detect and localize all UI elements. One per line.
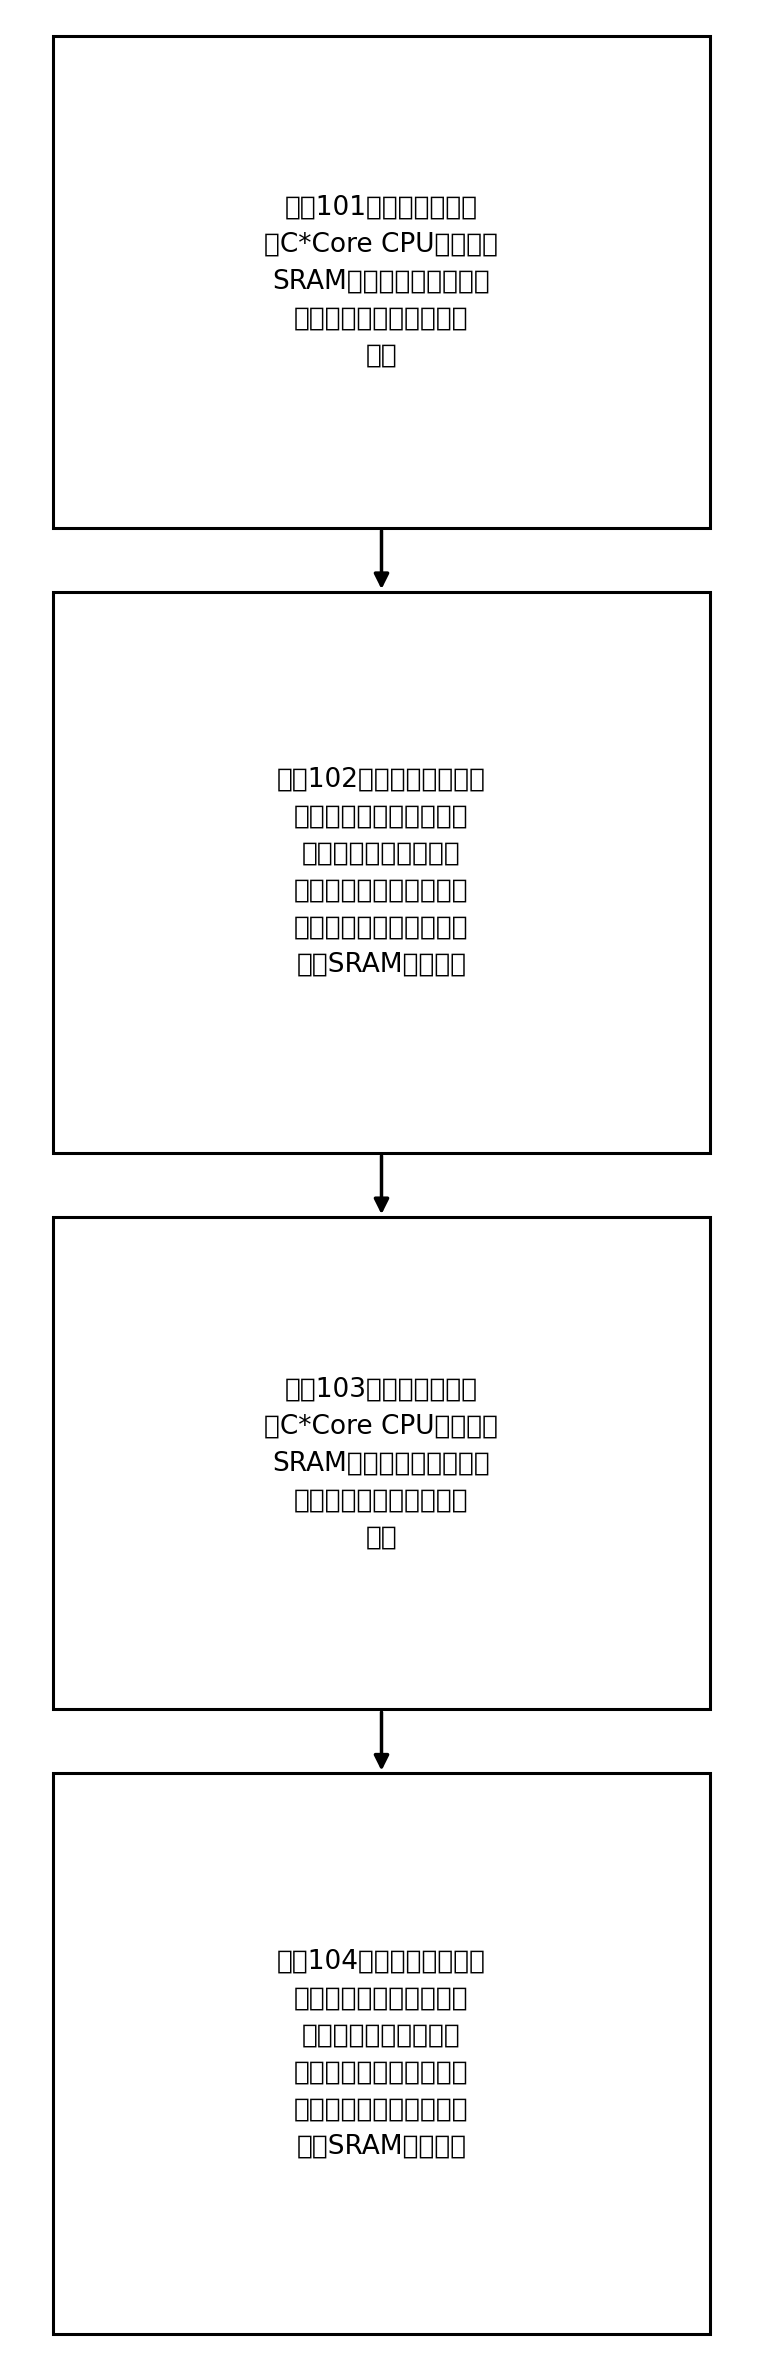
- Text: 步骤101：中央处理单元
（C*Core CPU）向常规
SRAM写入全零后，错误探
测电路判断读出数据是否
为零: 步骤101：中央处理单元 （C*Core CPU）向常规 SRAM写入全零后，错…: [265, 194, 498, 370]
- Bar: [53, 36, 710, 529]
- Text: 步骤104：若否，所述错误
探测电路将出错地址存储
到出错地址存储寄存器
中，并执行地址自增继续
全一探测，直至完成全部
常规SRAM空间扫描: 步骤104：若否，所述错误 探测电路将出错地址存储 到出错地址存储寄存器 中，并…: [277, 1948, 486, 2159]
- Bar: [53, 1773, 710, 2334]
- Text: 步骤103：中央处理单元
（C*Core CPU）向常规
SRAM写入全一后，错误探
测电路判断读出数据是否
为一: 步骤103：中央处理单元 （C*Core CPU）向常规 SRAM写入全一后，错…: [265, 1377, 498, 1550]
- FancyArrowPatch shape: [375, 1157, 388, 1211]
- FancyArrowPatch shape: [375, 1711, 388, 1766]
- Bar: [53, 592, 710, 1152]
- Text: 步骤102：若否，所述错误
探测电路将出错地址存储
到出错地址存储寄存器
中，并执行地址自增继续
全零探测，直至完成全部
常规SRAM空间扫描: 步骤102：若否，所述错误 探测电路将出错地址存储 到出错地址存储寄存器 中，并…: [277, 768, 486, 979]
- FancyArrowPatch shape: [375, 531, 388, 585]
- Bar: [53, 1218, 710, 1709]
